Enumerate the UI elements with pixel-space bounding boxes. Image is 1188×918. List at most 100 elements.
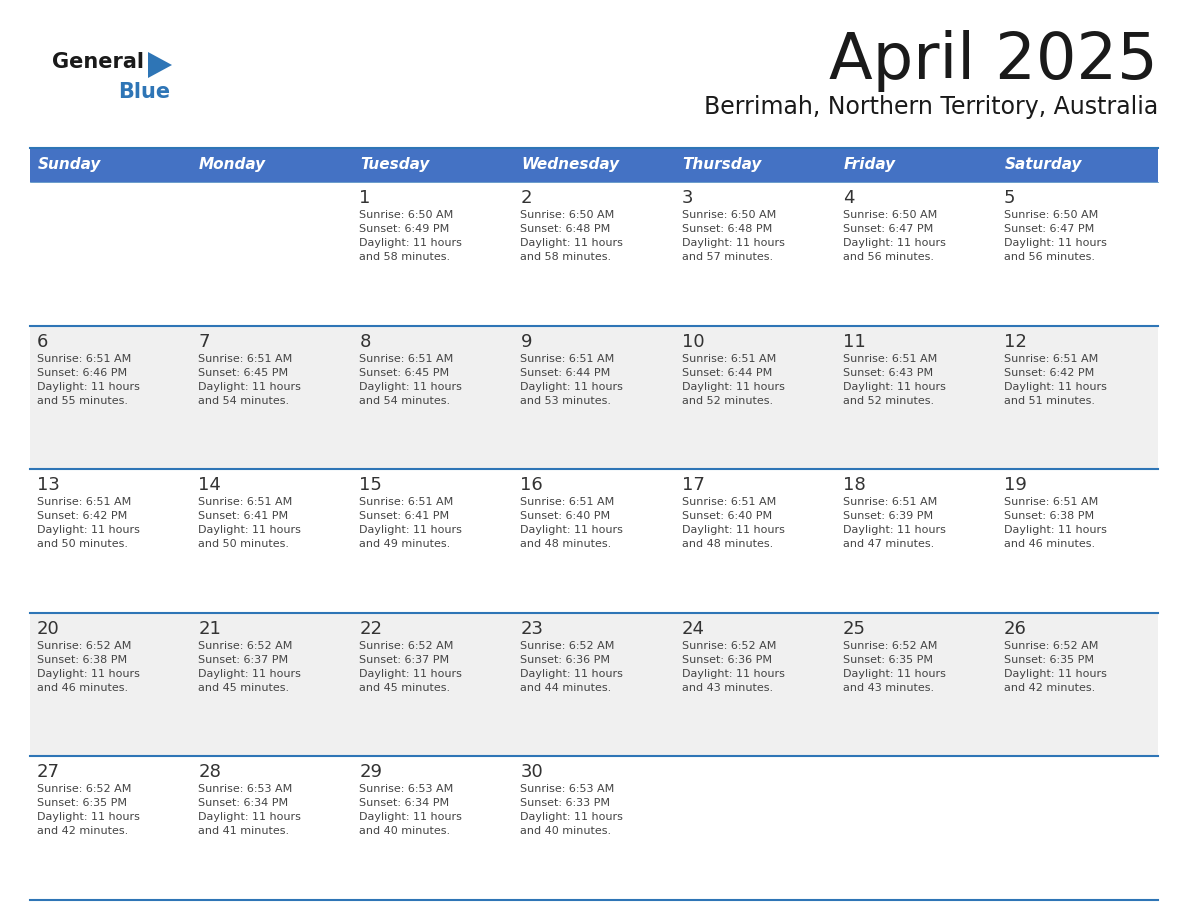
Bar xyxy=(997,469,1158,613)
Text: Thursday: Thursday xyxy=(683,158,762,173)
Text: Sunrise: 6:50 AM
Sunset: 6:49 PM
Daylight: 11 hours
and 58 minutes.: Sunrise: 6:50 AM Sunset: 6:49 PM Dayligh… xyxy=(359,210,462,262)
Bar xyxy=(675,148,835,182)
Bar xyxy=(997,613,1158,756)
Text: 3: 3 xyxy=(682,189,693,207)
Bar xyxy=(835,148,997,182)
Text: Tuesday: Tuesday xyxy=(360,158,430,173)
Text: Sunrise: 6:50 AM
Sunset: 6:48 PM
Daylight: 11 hours
and 58 minutes.: Sunrise: 6:50 AM Sunset: 6:48 PM Dayligh… xyxy=(520,210,624,262)
Text: Wednesday: Wednesday xyxy=(522,158,620,173)
Bar xyxy=(191,182,353,326)
Text: 30: 30 xyxy=(520,764,543,781)
Bar xyxy=(997,182,1158,326)
Bar xyxy=(675,613,835,756)
Bar xyxy=(30,326,191,469)
Bar xyxy=(675,756,835,900)
Text: Friday: Friday xyxy=(843,158,896,173)
Text: April 2025: April 2025 xyxy=(829,30,1158,92)
Text: 24: 24 xyxy=(682,620,704,638)
Bar xyxy=(997,326,1158,469)
Bar xyxy=(191,613,353,756)
Bar xyxy=(513,613,675,756)
Text: 14: 14 xyxy=(198,476,221,494)
Text: Sunrise: 6:52 AM
Sunset: 6:35 PM
Daylight: 11 hours
and 42 minutes.: Sunrise: 6:52 AM Sunset: 6:35 PM Dayligh… xyxy=(1004,641,1107,693)
Text: Sunrise: 6:52 AM
Sunset: 6:36 PM
Daylight: 11 hours
and 43 minutes.: Sunrise: 6:52 AM Sunset: 6:36 PM Dayligh… xyxy=(682,641,784,693)
Text: Sunrise: 6:50 AM
Sunset: 6:47 PM
Daylight: 11 hours
and 56 minutes.: Sunrise: 6:50 AM Sunset: 6:47 PM Dayligh… xyxy=(1004,210,1107,262)
Text: Sunrise: 6:51 AM
Sunset: 6:42 PM
Daylight: 11 hours
and 50 minutes.: Sunrise: 6:51 AM Sunset: 6:42 PM Dayligh… xyxy=(37,498,140,549)
Bar xyxy=(353,182,513,326)
Bar xyxy=(997,756,1158,900)
Text: Sunrise: 6:53 AM
Sunset: 6:33 PM
Daylight: 11 hours
and 40 minutes.: Sunrise: 6:53 AM Sunset: 6:33 PM Dayligh… xyxy=(520,784,624,836)
Text: Sunrise: 6:51 AM
Sunset: 6:46 PM
Daylight: 11 hours
and 55 minutes.: Sunrise: 6:51 AM Sunset: 6:46 PM Dayligh… xyxy=(37,353,140,406)
Bar xyxy=(835,326,997,469)
Bar xyxy=(835,469,997,613)
Bar xyxy=(191,326,353,469)
Bar xyxy=(675,469,835,613)
Text: Sunrise: 6:51 AM
Sunset: 6:42 PM
Daylight: 11 hours
and 51 minutes.: Sunrise: 6:51 AM Sunset: 6:42 PM Dayligh… xyxy=(1004,353,1107,406)
Bar xyxy=(513,469,675,613)
Text: 13: 13 xyxy=(37,476,59,494)
Text: 16: 16 xyxy=(520,476,543,494)
Text: Sunrise: 6:52 AM
Sunset: 6:35 PM
Daylight: 11 hours
and 43 minutes.: Sunrise: 6:52 AM Sunset: 6:35 PM Dayligh… xyxy=(842,641,946,693)
Text: 29: 29 xyxy=(359,764,383,781)
Bar xyxy=(353,613,513,756)
Text: 6: 6 xyxy=(37,332,49,351)
Text: 18: 18 xyxy=(842,476,866,494)
Bar xyxy=(353,469,513,613)
Text: Sunrise: 6:52 AM
Sunset: 6:37 PM
Daylight: 11 hours
and 45 minutes.: Sunrise: 6:52 AM Sunset: 6:37 PM Dayligh… xyxy=(198,641,301,693)
Bar xyxy=(191,469,353,613)
Text: Sunrise: 6:50 AM
Sunset: 6:48 PM
Daylight: 11 hours
and 57 minutes.: Sunrise: 6:50 AM Sunset: 6:48 PM Dayligh… xyxy=(682,210,784,262)
Bar xyxy=(997,148,1158,182)
Bar xyxy=(675,326,835,469)
Text: Sunrise: 6:51 AM
Sunset: 6:40 PM
Daylight: 11 hours
and 48 minutes.: Sunrise: 6:51 AM Sunset: 6:40 PM Dayligh… xyxy=(682,498,784,549)
Bar xyxy=(191,756,353,900)
Text: Sunrise: 6:51 AM
Sunset: 6:45 PM
Daylight: 11 hours
and 54 minutes.: Sunrise: 6:51 AM Sunset: 6:45 PM Dayligh… xyxy=(198,353,301,406)
Text: Sunrise: 6:51 AM
Sunset: 6:44 PM
Daylight: 11 hours
and 52 minutes.: Sunrise: 6:51 AM Sunset: 6:44 PM Dayligh… xyxy=(682,353,784,406)
Text: 17: 17 xyxy=(682,476,704,494)
Bar xyxy=(675,182,835,326)
Text: Sunrise: 6:52 AM
Sunset: 6:37 PM
Daylight: 11 hours
and 45 minutes.: Sunrise: 6:52 AM Sunset: 6:37 PM Dayligh… xyxy=(359,641,462,693)
Text: Berrimah, Northern Territory, Australia: Berrimah, Northern Territory, Australia xyxy=(703,95,1158,119)
Text: 20: 20 xyxy=(37,620,59,638)
Text: 28: 28 xyxy=(198,764,221,781)
Bar xyxy=(30,182,191,326)
Bar xyxy=(30,148,191,182)
Text: 5: 5 xyxy=(1004,189,1016,207)
Text: Sunrise: 6:51 AM
Sunset: 6:44 PM
Daylight: 11 hours
and 53 minutes.: Sunrise: 6:51 AM Sunset: 6:44 PM Dayligh… xyxy=(520,353,624,406)
Text: Sunrise: 6:51 AM
Sunset: 6:45 PM
Daylight: 11 hours
and 54 minutes.: Sunrise: 6:51 AM Sunset: 6:45 PM Dayligh… xyxy=(359,353,462,406)
Text: Sunrise: 6:51 AM
Sunset: 6:41 PM
Daylight: 11 hours
and 49 minutes.: Sunrise: 6:51 AM Sunset: 6:41 PM Dayligh… xyxy=(359,498,462,549)
Text: Sunrise: 6:51 AM
Sunset: 6:40 PM
Daylight: 11 hours
and 48 minutes.: Sunrise: 6:51 AM Sunset: 6:40 PM Dayligh… xyxy=(520,498,624,549)
Bar xyxy=(513,182,675,326)
Bar xyxy=(30,469,191,613)
Text: 2: 2 xyxy=(520,189,532,207)
Bar xyxy=(513,326,675,469)
Bar xyxy=(513,756,675,900)
Bar xyxy=(835,613,997,756)
Text: Sunrise: 6:51 AM
Sunset: 6:41 PM
Daylight: 11 hours
and 50 minutes.: Sunrise: 6:51 AM Sunset: 6:41 PM Dayligh… xyxy=(198,498,301,549)
Text: 19: 19 xyxy=(1004,476,1026,494)
Text: 4: 4 xyxy=(842,189,854,207)
Text: 11: 11 xyxy=(842,332,866,351)
Text: General: General xyxy=(52,52,144,72)
Text: Sunrise: 6:53 AM
Sunset: 6:34 PM
Daylight: 11 hours
and 41 minutes.: Sunrise: 6:53 AM Sunset: 6:34 PM Dayligh… xyxy=(198,784,301,836)
Text: 21: 21 xyxy=(198,620,221,638)
Bar xyxy=(353,326,513,469)
Text: Saturday: Saturday xyxy=(1005,158,1082,173)
Bar xyxy=(835,756,997,900)
Bar xyxy=(353,756,513,900)
Text: 9: 9 xyxy=(520,332,532,351)
Bar xyxy=(30,613,191,756)
Text: Monday: Monday xyxy=(200,158,266,173)
Bar xyxy=(30,756,191,900)
Text: 23: 23 xyxy=(520,620,543,638)
Text: 22: 22 xyxy=(359,620,383,638)
Bar xyxy=(191,148,353,182)
Text: Blue: Blue xyxy=(118,82,170,102)
Text: 26: 26 xyxy=(1004,620,1026,638)
Text: Sunrise: 6:51 AM
Sunset: 6:38 PM
Daylight: 11 hours
and 46 minutes.: Sunrise: 6:51 AM Sunset: 6:38 PM Dayligh… xyxy=(1004,498,1107,549)
Text: Sunrise: 6:51 AM
Sunset: 6:43 PM
Daylight: 11 hours
and 52 minutes.: Sunrise: 6:51 AM Sunset: 6:43 PM Dayligh… xyxy=(842,353,946,406)
Text: 25: 25 xyxy=(842,620,866,638)
Text: 7: 7 xyxy=(198,332,209,351)
Text: 27: 27 xyxy=(37,764,61,781)
Text: Sunrise: 6:50 AM
Sunset: 6:47 PM
Daylight: 11 hours
and 56 minutes.: Sunrise: 6:50 AM Sunset: 6:47 PM Dayligh… xyxy=(842,210,946,262)
Bar xyxy=(513,148,675,182)
